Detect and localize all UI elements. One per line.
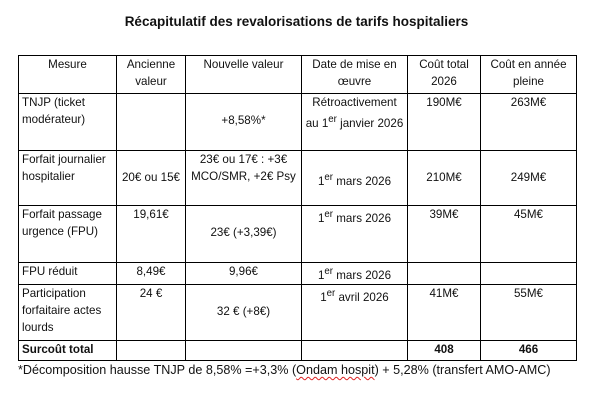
cell-empty: [301, 339, 408, 361]
col-header-cout-annee: Coût en année pleine: [480, 55, 577, 94]
date-ordinal: er: [324, 266, 334, 277]
tariffs-table: Mesure Ancienne valeur Nouvelle valeur D…: [18, 55, 577, 361]
cell-date: 1er mars 2026: [301, 150, 408, 206]
cell-mesure: Forfait passage urgence (FPU): [18, 205, 117, 263]
date-text-end: janvier 2026: [336, 116, 404, 130]
col-header-nouvelle-valeur: Nouvelle valeur: [185, 55, 302, 94]
col-header-date: Date de mise en œuvre: [301, 55, 408, 94]
cell-cout-annee: 45M€: [480, 205, 577, 263]
document-title: Récapitulatif des revalorisations de tar…: [124, 14, 469, 29]
table-total-row: Surcoût total 408 466: [18, 339, 577, 361]
table-row: Forfait journalier hospitalier 20€ ou 15…: [18, 150, 577, 206]
cell-nouvelle: +8,58%*: [185, 93, 302, 151]
date-ordinal: er: [328, 114, 337, 125]
cell-cout-annee: 249M€: [480, 150, 577, 206]
footnote: *Décomposition hausse TNJP de 8,58% =+3,…: [18, 361, 578, 380]
cell-date: 1er mars 2026: [301, 262, 408, 285]
total-cout-2026: 408: [407, 339, 481, 361]
cell-date: 1er avril 2026: [301, 283, 408, 341]
date-text: Rétroactivement au 1: [305, 96, 397, 130]
cell-date: 1er mars 2026: [301, 205, 408, 263]
cell-cout-2026: [407, 262, 481, 285]
cell-ancienne: 8,49€: [116, 262, 186, 285]
date-text-end: mars 2026: [333, 211, 392, 225]
cell-cout-annee: [480, 262, 577, 285]
date-ordinal: er: [326, 287, 336, 299]
col-header-mesure: Mesure: [18, 55, 117, 94]
cell-nouvelle: 23€ ou 17€ : +3€ MCO/SMR, +2€ Psy: [185, 150, 302, 206]
date-ordinal: er: [324, 209, 334, 220]
cell-nouvelle: 23€ (+3,39€): [185, 205, 302, 263]
total-label: Surcoût total: [18, 339, 117, 361]
cell-ancienne: 19,61€: [116, 205, 186, 263]
cell-mesure: TNJP (ticket modérateur): [18, 93, 117, 151]
table-header-row: Mesure Ancienne valeur Nouvelle valeur D…: [18, 55, 577, 94]
cell-cout-annee: 55M€: [480, 283, 577, 341]
cell-ancienne: 24 €: [116, 283, 186, 341]
date-text: 1: [317, 174, 325, 188]
cell-nouvelle: 32 € (+8€): [185, 283, 302, 341]
footnote-text-end: ) + 5,28% (transfert AMO-AMC): [374, 363, 551, 377]
cell-mesure: Participation forfaitaire actes lourds: [18, 283, 117, 341]
col-header-cout-2026: Coût total 2026: [407, 55, 481, 94]
cell-cout-2026: 190M€: [407, 93, 481, 151]
date-text: 1: [320, 290, 327, 304]
cell-cout-2026: 41M€: [407, 283, 481, 341]
cell-empty: [116, 339, 186, 361]
date-text-end: mars 2026: [333, 174, 392, 188]
col-header-ancienne-valeur: Ancienne valeur: [116, 55, 186, 94]
cell-mesure: Forfait journalier hospitalier: [18, 150, 117, 206]
table-row: FPU réduit 8,49€ 9,96€ 1er mars 2026: [18, 262, 577, 285]
table-row: TNJP (ticket modérateur) +8,58%* Rétroac…: [18, 93, 577, 151]
footnote-text: *Décomposition hausse TNJP de 8,58% =+3,…: [18, 363, 297, 377]
cell-ancienne: 20€ ou 15€: [116, 150, 186, 206]
cell-empty: [185, 339, 302, 361]
cell-cout-2026: 210M€: [407, 150, 481, 206]
cell-cout-2026: 39M€: [407, 205, 481, 263]
date-text-end: avril 2026: [335, 290, 389, 304]
cell-mesure: FPU réduit: [18, 262, 117, 285]
date-ordinal: er: [324, 172, 334, 183]
cell-ancienne: [116, 93, 186, 151]
cell-date: Rétroactivement au 1er janvier 2026: [301, 93, 408, 151]
total-cout-annee: 466: [480, 339, 577, 361]
cell-cout-annee: 263M€: [480, 93, 577, 151]
date-text: 1: [317, 268, 325, 282]
table-row: Participation forfaitaire actes lourds 2…: [18, 283, 577, 341]
spellcheck-flagged-text: Ondam hospit: [296, 363, 375, 377]
date-text: 1: [317, 211, 325, 225]
table-row: Forfait passage urgence (FPU) 19,61€ 23€…: [18, 205, 577, 263]
date-text-end: mars 2026: [333, 268, 392, 282]
cell-nouvelle: 9,96€: [185, 262, 302, 285]
